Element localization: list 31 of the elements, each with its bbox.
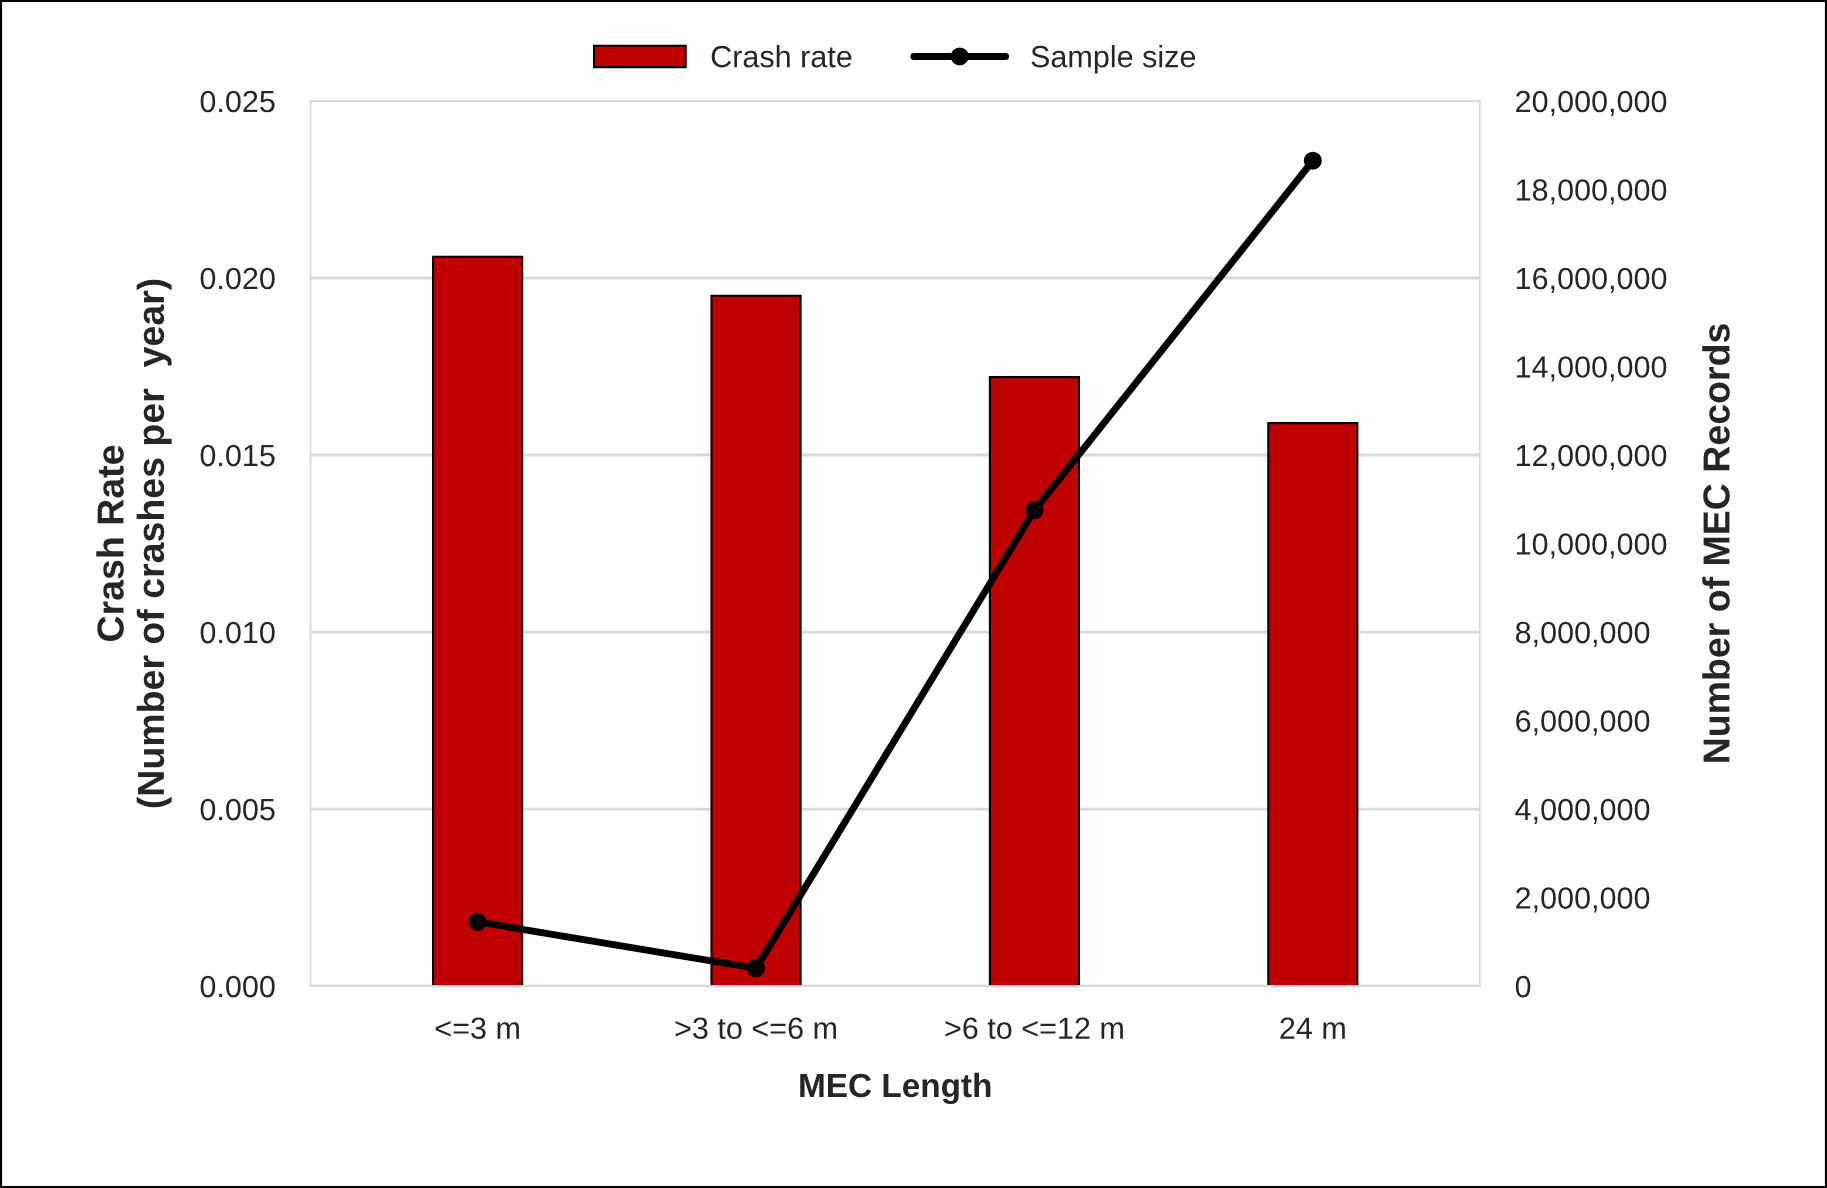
y2-tick-label: 2,000,000 xyxy=(1516,887,1650,913)
x-tick-label: >6 to <=12 m xyxy=(945,1017,1123,1040)
point xyxy=(1303,151,1322,170)
legend-label: Crash rate xyxy=(711,45,852,68)
y2-axis-title: Number of MEC Records xyxy=(1702,324,1730,762)
point xyxy=(1025,501,1044,520)
y2-tick-label: 4,000,000 xyxy=(1515,798,1650,825)
y2-tick-label: 6,000,000 xyxy=(1516,710,1650,736)
y2-tick-label: 14,000,000 xyxy=(1516,356,1667,382)
y-tick-label: 0.010 xyxy=(200,621,275,644)
x-tick-label: 24 m xyxy=(1280,1017,1345,1039)
x-axis-title: MEC Length xyxy=(800,1072,991,1105)
y-tick-label: 0.000 xyxy=(200,975,275,998)
y2-tick-label: 12,000,000 xyxy=(1516,444,1667,470)
legend-label: Sample size xyxy=(1031,45,1196,74)
x-tick-label: >3 to <=6 m xyxy=(675,1017,836,1040)
y2-tick-label: 18,000,000 xyxy=(1516,179,1667,205)
y-tick-label: 0.020 xyxy=(200,267,275,290)
y-tick-label: 0.015 xyxy=(200,444,275,467)
point xyxy=(747,959,766,978)
y2-tick-label: 10,000,000 xyxy=(1516,533,1667,559)
y2-tick-label: 0 xyxy=(1515,975,1531,998)
y2-tick-label: 20,000,000 xyxy=(1516,90,1667,116)
bar xyxy=(1267,422,1359,987)
y-tick-label: 0.005 xyxy=(200,798,275,821)
point xyxy=(468,912,487,931)
x-tick-label: <=3 m xyxy=(435,1017,519,1040)
y-axis-title: Crash Rate (Number of crashes per year) xyxy=(96,279,172,808)
y2-tick-label: 16,000,000 xyxy=(1516,267,1667,293)
y-tick-label: 0.025 xyxy=(200,90,275,113)
y2-tick-label: 8,000,000 xyxy=(1515,621,1650,647)
